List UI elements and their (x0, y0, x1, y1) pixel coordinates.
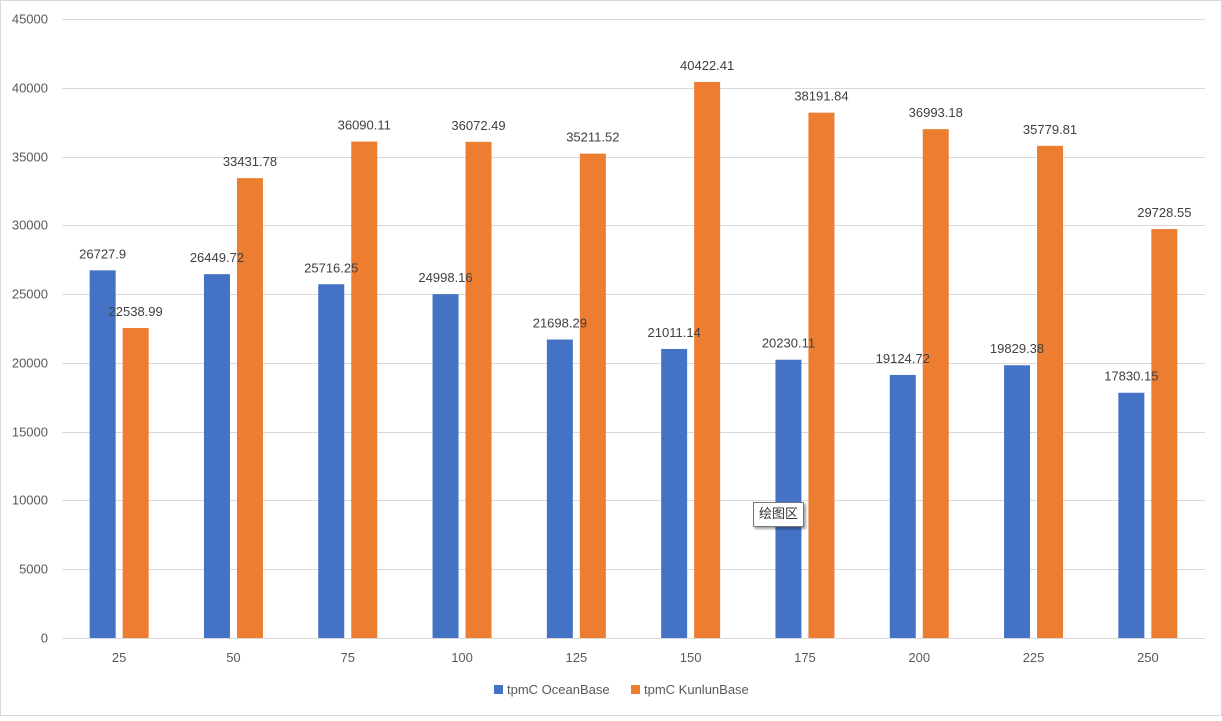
legend-label: tpmC OceanBase (507, 682, 610, 697)
bar[interactable] (351, 141, 378, 638)
bar[interactable] (89, 270, 116, 638)
legend-swatch (631, 685, 640, 694)
bar[interactable] (922, 129, 949, 639)
x-tick-label: 225 (1023, 650, 1045, 665)
y-tick-label: 15000 (12, 425, 48, 440)
legend[interactable]: tpmC OceanBase tpmC KunlunBase (494, 682, 749, 697)
bar[interactable] (1004, 365, 1031, 638)
x-tick-label: 250 (1137, 650, 1159, 665)
data-label: 26449.72 (190, 250, 244, 265)
x-tick-label: 175 (794, 650, 816, 665)
bar[interactable] (661, 348, 688, 638)
x-axis-ticks: 25 50 75 100 125 150 175 200 225 250 (112, 650, 1159, 665)
bar[interactable] (1118, 392, 1145, 638)
y-tick-label: 0 (41, 631, 48, 646)
y-tick-label: 35000 (12, 150, 48, 165)
bar[interactable] (236, 178, 263, 638)
y-tick-label: 45000 (12, 12, 48, 27)
bar[interactable] (1037, 145, 1064, 638)
bars (89, 81, 1178, 639)
plot-area-tooltip: 绘图区 (753, 502, 805, 527)
x-tick-label: 25 (112, 650, 126, 665)
data-label: 36090.11 (338, 118, 391, 133)
data-label: 19124.72 (876, 351, 930, 366)
data-label: 22538.99 (109, 304, 163, 319)
data-label: 35211.52 (566, 130, 619, 145)
data-label: 40422.41 (680, 58, 734, 73)
bar[interactable] (579, 153, 606, 638)
bar[interactable] (775, 359, 802, 638)
data-label: 19829.38 (990, 341, 1044, 356)
y-tick-label: 10000 (12, 493, 48, 508)
bar[interactable] (203, 274, 230, 638)
data-label: 21011.14 (648, 325, 701, 340)
x-tick-label: 75 (341, 650, 355, 665)
data-label: 29728.55 (1137, 205, 1191, 220)
y-tick-label: 20000 (12, 356, 48, 371)
legend-label: tpmC KunlunBase (644, 682, 749, 697)
data-label: 38191.84 (794, 89, 848, 104)
data-label: 36072.49 (451, 118, 505, 133)
bar[interactable] (808, 112, 835, 638)
x-tick-label: 125 (565, 650, 587, 665)
bar[interactable] (694, 81, 721, 639)
bar[interactable] (122, 327, 149, 638)
bar[interactable] (546, 339, 573, 638)
bar[interactable] (318, 284, 345, 638)
data-label: 35779.81 (1023, 122, 1077, 137)
bar[interactable] (465, 141, 492, 638)
data-label: 17830.15 (1104, 369, 1158, 384)
x-tick-label: 150 (680, 650, 702, 665)
y-tick-label: 40000 (12, 81, 48, 96)
data-label: 24998.16 (418, 270, 472, 285)
x-tick-label: 100 (451, 650, 473, 665)
data-label: 33431.78 (223, 154, 277, 169)
x-tick-label: 50 (226, 650, 240, 665)
bar[interactable] (432, 294, 459, 638)
bar[interactable] (889, 374, 916, 638)
data-label: 26727.9 (79, 246, 126, 261)
data-label: 36993.18 (909, 105, 963, 120)
x-tick-label: 200 (908, 650, 930, 665)
y-tick-label: 25000 (12, 287, 48, 302)
legend-swatch (494, 685, 503, 694)
bar[interactable] (1151, 229, 1178, 639)
data-label: 21698.29 (533, 316, 587, 331)
y-axis-ticks: 0 5000 10000 15000 20000 25000 30000 35000 40000… (12, 12, 48, 646)
y-tick-label: 30000 (12, 218, 48, 233)
data-label: 25716.25 (304, 260, 358, 275)
data-label: 20230.11 (762, 336, 815, 351)
data-labels: 26727.9 22538.99 26449.72 33431.78 25716.25 3… (79, 58, 1191, 384)
y-tick-label: 5000 (19, 562, 48, 577)
